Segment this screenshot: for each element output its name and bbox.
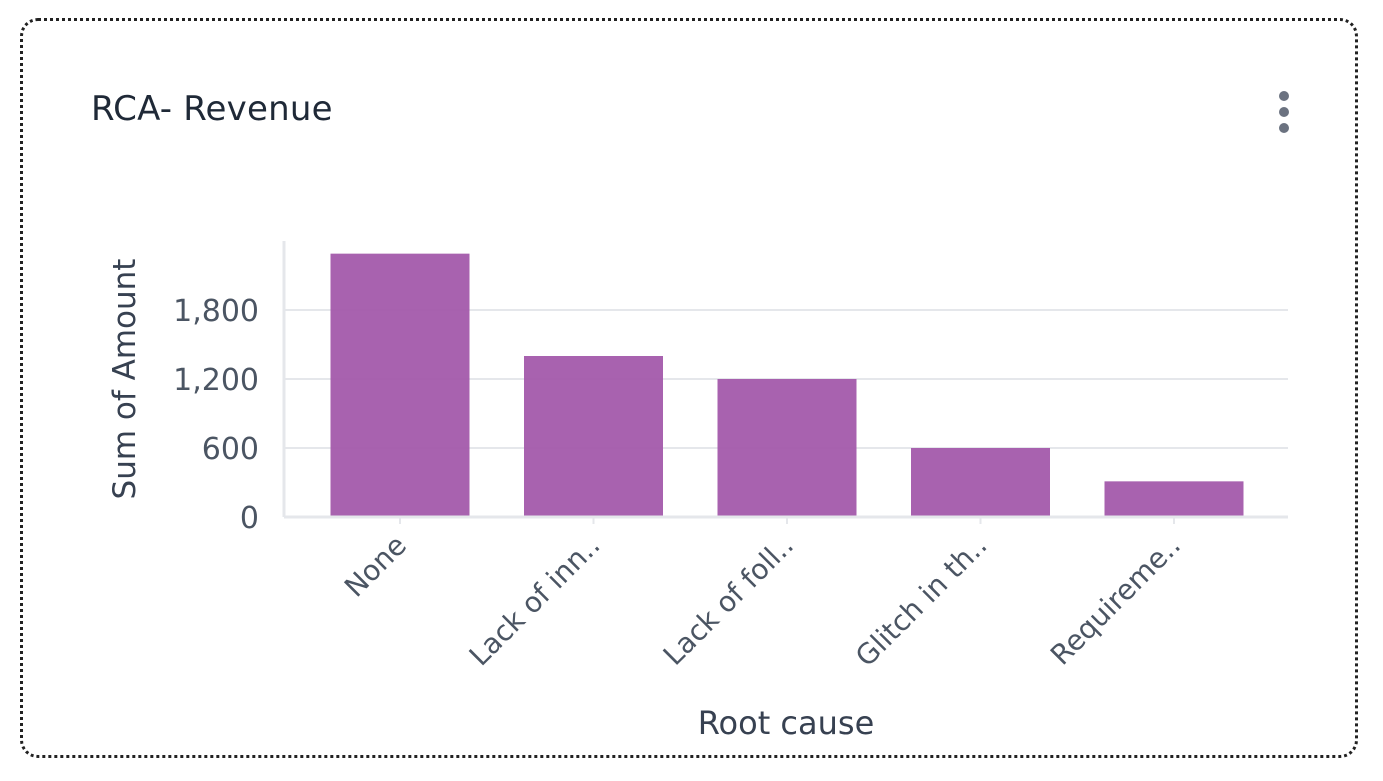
x-tick-label: Lack of inn.. <box>463 529 607 673</box>
more-vertical-icon <box>1279 91 1289 101</box>
bar[interactable] <box>524 356 663 517</box>
x-axis-label: Root cause <box>698 704 875 742</box>
y-tick-label: 1,800 <box>173 294 259 329</box>
x-tick-label: Lack of foll.. <box>657 529 800 672</box>
x-tick-label: Glitch in th.. <box>849 529 993 673</box>
y-tick-label: 0 <box>240 501 259 536</box>
y-tick-label: 600 <box>202 432 259 467</box>
x-tick-label: None <box>338 529 413 604</box>
more-vertical-icon-dot <box>1279 107 1289 117</box>
y-axis-label: Sum of Amount <box>107 259 143 500</box>
y-tick-labels: 0 600 1,200 1,800 <box>173 294 259 536</box>
bar[interactable] <box>911 448 1050 517</box>
bar[interactable] <box>1104 481 1244 517</box>
x-tick-label: Requireme.. <box>1044 529 1187 672</box>
chart-title: RCA- Revenue <box>91 89 333 129</box>
x-tick-labels: None Lack of inn.. Lack of foll.. Glitch in… <box>338 529 1187 673</box>
y-tick-label: 1,200 <box>173 363 259 398</box>
more-options-button[interactable] <box>1269 87 1299 137</box>
bar[interactable] <box>330 253 470 517</box>
more-vertical-icon-dot <box>1279 123 1289 133</box>
bar[interactable] <box>717 379 857 517</box>
chart-card: RCA- Revenue <box>20 18 1358 758</box>
bars <box>330 253 1244 517</box>
axes <box>282 241 1288 524</box>
